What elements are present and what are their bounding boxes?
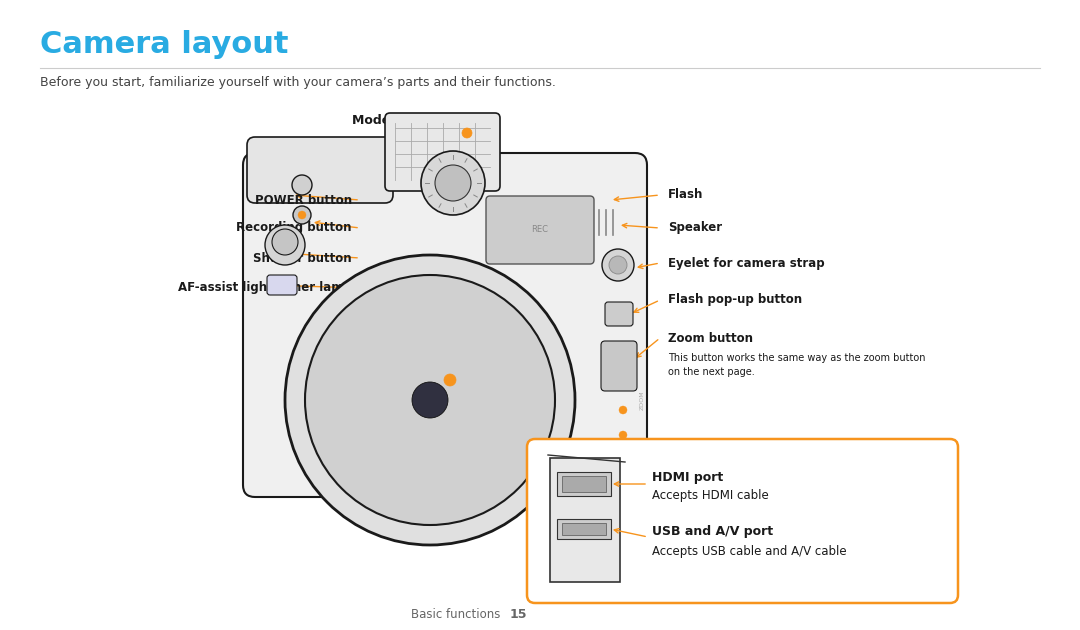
Text: Camera layout: Camera layout xyxy=(40,30,288,59)
Circle shape xyxy=(293,206,311,224)
Text: 15: 15 xyxy=(510,608,527,621)
Text: SAMSUNG: SAMSUNG xyxy=(456,305,504,315)
Text: Flash pop-up button: Flash pop-up button xyxy=(669,294,802,307)
Text: POWER button: POWER button xyxy=(255,193,352,207)
Text: USB and A/V port: USB and A/V port xyxy=(652,525,773,539)
Circle shape xyxy=(265,225,305,265)
Text: (p. 17): (p. 17) xyxy=(422,113,468,127)
Circle shape xyxy=(272,229,298,255)
Text: Accepts HDMI cable: Accepts HDMI cable xyxy=(652,490,769,503)
Circle shape xyxy=(325,295,535,505)
Text: Flash: Flash xyxy=(669,188,703,202)
FancyBboxPatch shape xyxy=(384,113,500,191)
Circle shape xyxy=(298,211,306,219)
Text: HDMI port: HDMI port xyxy=(652,471,724,484)
Text: Zoom button: Zoom button xyxy=(669,331,753,345)
Text: Basic functions: Basic functions xyxy=(410,608,500,621)
Circle shape xyxy=(421,151,485,215)
FancyBboxPatch shape xyxy=(557,519,611,539)
Circle shape xyxy=(345,315,515,485)
Circle shape xyxy=(619,406,627,414)
FancyBboxPatch shape xyxy=(243,153,647,497)
Text: Accepts USB cable and A/V cable: Accepts USB cable and A/V cable xyxy=(652,544,847,558)
Text: on the next page.: on the next page. xyxy=(669,367,755,377)
Text: Mode dial: Mode dial xyxy=(352,113,420,127)
Circle shape xyxy=(365,335,495,465)
Text: AF-assist light/Timer lamp: AF-assist light/Timer lamp xyxy=(178,282,352,294)
FancyBboxPatch shape xyxy=(562,476,606,492)
Polygon shape xyxy=(550,458,620,582)
Circle shape xyxy=(305,275,555,525)
Circle shape xyxy=(609,256,627,274)
Circle shape xyxy=(292,175,312,195)
Text: ZOOM: ZOOM xyxy=(639,390,645,410)
Circle shape xyxy=(402,372,458,428)
FancyBboxPatch shape xyxy=(247,137,393,203)
Circle shape xyxy=(411,382,448,418)
Circle shape xyxy=(462,128,472,138)
Text: REC: REC xyxy=(531,226,549,234)
FancyBboxPatch shape xyxy=(605,302,633,326)
Text: Speaker: Speaker xyxy=(669,222,723,234)
Text: Eyelet for camera strap: Eyelet for camera strap xyxy=(669,256,825,270)
Text: This button works the same way as the zoom button: This button works the same way as the zo… xyxy=(669,353,926,363)
Text: Before you start, familiarize yourself with your camera’s parts and their functi: Before you start, familiarize yourself w… xyxy=(40,76,556,89)
Circle shape xyxy=(384,355,475,445)
Text: Lens: Lens xyxy=(287,394,320,406)
Circle shape xyxy=(619,431,627,439)
Circle shape xyxy=(435,165,471,201)
FancyBboxPatch shape xyxy=(600,341,637,391)
Text: Shutter button: Shutter button xyxy=(254,251,352,265)
FancyBboxPatch shape xyxy=(562,523,606,535)
Text: Recording button: Recording button xyxy=(237,222,352,234)
FancyBboxPatch shape xyxy=(486,196,594,264)
Circle shape xyxy=(444,374,456,386)
Circle shape xyxy=(285,255,575,545)
Circle shape xyxy=(602,249,634,281)
FancyBboxPatch shape xyxy=(267,275,297,295)
FancyBboxPatch shape xyxy=(527,439,958,603)
FancyBboxPatch shape xyxy=(557,472,611,496)
